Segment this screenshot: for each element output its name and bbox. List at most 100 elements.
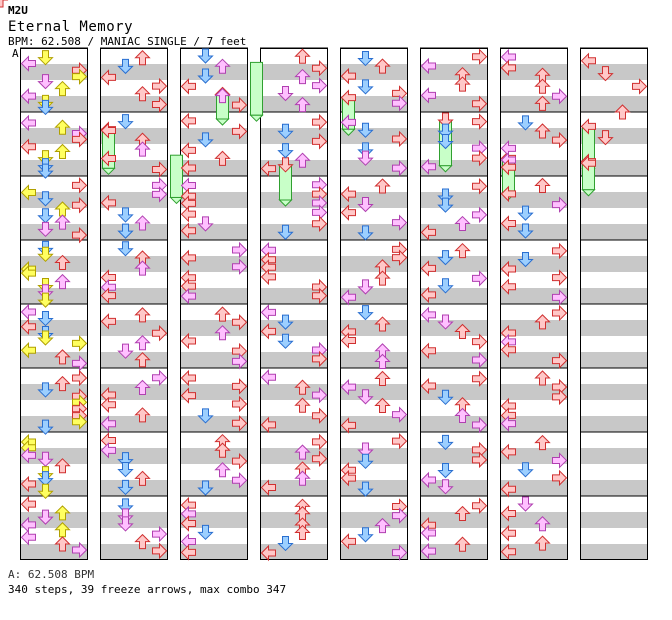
step-arrow: [134, 352, 151, 368]
step-arrow: [100, 415, 116, 432]
beat-stripe: [340, 96, 408, 112]
step-arrow: [152, 542, 168, 560]
step-arrow: [500, 415, 516, 432]
step-arrow: [500, 59, 516, 77]
step-arrow: [632, 78, 648, 95]
step-arrow: [20, 495, 36, 513]
freeze-arrow-head: [580, 118, 596, 135]
step-arrow: [214, 462, 231, 478]
beat-stripe: [180, 448, 248, 464]
step-arrow: [420, 306, 436, 324]
step-arrow: [312, 287, 328, 304]
step-arrow: [552, 452, 568, 469]
step-arrow: [37, 311, 54, 327]
beat-stripe: [340, 416, 408, 432]
beat-stripe: [340, 128, 408, 144]
beat-stripe: [180, 64, 248, 80]
step-arrow: [20, 114, 36, 132]
step-arrow: [100, 150, 116, 167]
beat-stripe: [20, 512, 88, 528]
step-arrow: [374, 397, 391, 413]
step-arrow: [357, 527, 374, 543]
beat-stripe: [340, 256, 408, 272]
step-arrow: [472, 95, 488, 112]
step-arrow: [54, 254, 71, 271]
beat-stripe: [580, 160, 648, 176]
beat-stripe: [100, 288, 168, 304]
beat-stripe: [20, 416, 88, 432]
step-arrow: [152, 325, 168, 342]
beat-stripe: [180, 320, 248, 336]
step-arrow: [437, 434, 454, 451]
chart-meta: BPM: 62.508 / MANIAC SINGLE / 7 feet: [8, 35, 247, 48]
step-arrow: [37, 471, 54, 487]
step-arrow: [20, 138, 36, 155]
step-arrow: [37, 99, 54, 116]
beat-stripe: [500, 96, 568, 112]
step-arrow: [232, 415, 248, 432]
step-arrow: [294, 444, 311, 460]
step-arrow: [312, 433, 328, 451]
step-arrow: [37, 292, 54, 308]
step-arrow: [472, 48, 488, 65]
beat-stripe: [180, 384, 248, 400]
step-arrow: [152, 96, 168, 113]
beat-stripe: [420, 160, 488, 176]
column-border: [500, 48, 568, 560]
beat-stripe: [20, 256, 88, 272]
step-arrow: [357, 279, 374, 295]
step-arrow: [614, 104, 631, 120]
step-arrow: [37, 382, 54, 398]
step-arrow: [117, 58, 134, 75]
step-arrow: [420, 342, 436, 359]
beat-stripe: [180, 256, 248, 272]
step-arrow: [534, 78, 551, 94]
freeze-arrow-tail: [278, 199, 293, 207]
step-arrow: [72, 355, 88, 372]
step-arrow: [100, 69, 116, 86]
step-arrow: [180, 332, 196, 350]
beat-stripe: [340, 448, 408, 464]
step-arrow: [392, 94, 408, 112]
step-arrow: [357, 305, 374, 321]
step-arrow: [392, 507, 408, 524]
beat-stripe: [500, 320, 568, 336]
beat-stripe: [420, 480, 488, 496]
beat-stripe: [340, 384, 408, 400]
step-arrow: [357, 150, 374, 166]
step-arrow: [100, 287, 116, 304]
step-arrow: [312, 133, 328, 150]
step-arrow: [472, 451, 488, 469]
beat-stripe: [580, 256, 648, 272]
beat-stripe: [100, 96, 168, 112]
step-arrow: [180, 287, 196, 305]
step-arrow: [232, 258, 248, 275]
column-border: [580, 48, 648, 560]
step-arrow: [374, 517, 391, 534]
beat-stripe: [100, 160, 168, 176]
step-stats: 340 steps, 39 freeze arrows, max combo 3…: [8, 583, 287, 596]
beat-stripe: [20, 480, 88, 496]
step-arrow: [214, 87, 231, 104]
beat-stripe: [20, 384, 88, 400]
freeze-arrow-body: [170, 154, 183, 198]
step-arrow: [152, 369, 168, 386]
beat-stripe: [500, 128, 568, 144]
step-arrow: [54, 458, 71, 474]
step-arrow: [180, 515, 196, 532]
step-arrow: [232, 241, 248, 259]
step-arrow: [277, 333, 294, 349]
step-arrow: [134, 379, 151, 395]
step-arrow: [420, 286, 436, 304]
freeze-arrow-body: [250, 61, 263, 116]
step-arrow: [72, 68, 88, 85]
step-arrow: [20, 303, 36, 321]
bpm-footer: A: 62.508 BPM: [8, 568, 95, 581]
beat-stripe: [20, 288, 88, 304]
step-arrow: [420, 158, 436, 175]
step-arrow: [552, 131, 568, 149]
step-arrow: [100, 313, 116, 330]
step-arrow: [294, 152, 311, 168]
step-arrow: [197, 132, 214, 148]
